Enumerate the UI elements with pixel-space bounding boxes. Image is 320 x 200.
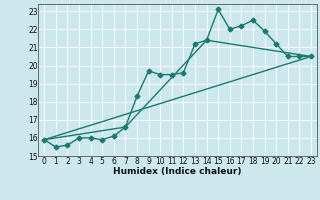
X-axis label: Humidex (Indice chaleur): Humidex (Indice chaleur) [113,167,242,176]
